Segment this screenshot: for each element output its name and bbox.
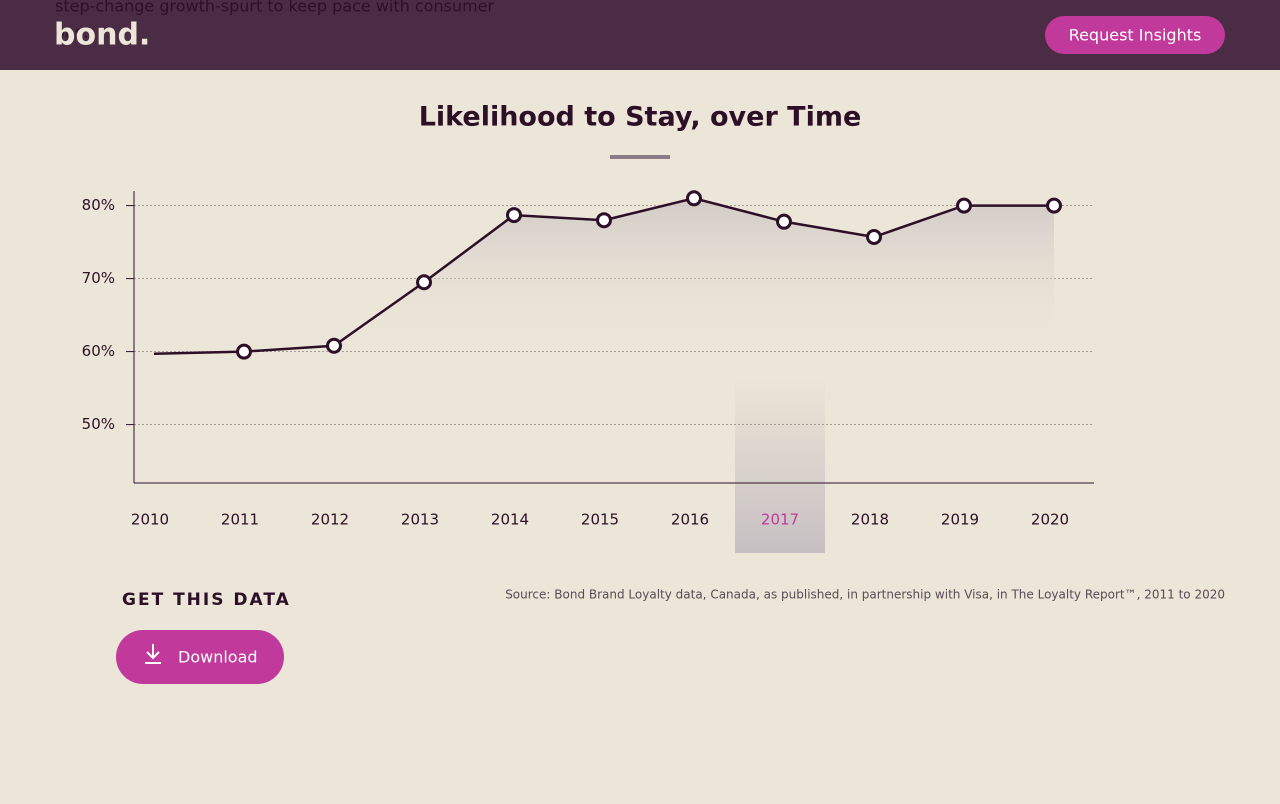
x-tick-label: 2019	[941, 511, 979, 529]
point	[866, 228, 882, 245]
y-tick-label: 60%	[82, 342, 115, 360]
point	[1046, 197, 1062, 214]
x-tick-label: 2013	[401, 511, 439, 529]
download-icon[interactable]	[145, 644, 161, 664]
point	[506, 207, 522, 224]
y-tick-label: 50%	[82, 415, 115, 433]
highlight-column	[735, 375, 825, 553]
point	[956, 197, 972, 214]
intro-text: step-change growth-spurt to keep pace wi…	[55, 0, 494, 16]
x-tick-label: 2020	[1031, 511, 1069, 529]
cta-label[interactable]: Request Insights	[1069, 26, 1202, 45]
y-tick-label: 70%	[82, 269, 115, 287]
title-rule	[610, 155, 670, 159]
get-data-heading: GET THIS DATA	[122, 590, 291, 610]
point	[326, 337, 342, 354]
x-tick-label: 2017	[761, 511, 799, 529]
x-tick-label: 2018	[851, 511, 889, 529]
y-tick-label: 80%	[82, 196, 115, 214]
point	[416, 274, 432, 291]
point	[596, 212, 612, 229]
point	[686, 190, 702, 207]
cta-button[interactable]	[1045, 16, 1225, 54]
download-button[interactable]	[116, 630, 284, 684]
x-tick-label: 2011	[221, 511, 259, 529]
point	[236, 343, 252, 360]
chart: 50% 60% 70% 80% 2010 2011 2012 2013 2014 2015 2016…	[82, 190, 1094, 553]
download-label[interactable]: Download	[178, 648, 258, 667]
x-tick-label: 2012	[311, 511, 349, 529]
chart-title: Likelihood to Stay, over Time	[419, 102, 862, 133]
point	[776, 213, 792, 230]
x-tick-label: 2015	[581, 511, 619, 529]
x-tick-label: 2010	[131, 511, 169, 529]
x-tick-label: 2016	[671, 511, 709, 529]
source-note: Source: Bond Brand Loyalty data, Canada,…	[505, 588, 1225, 602]
intro-text: ons.	[55, 23, 88, 42]
logo[interactable]: bond.	[54, 18, 150, 53]
x-tick-label: 2014	[491, 511, 529, 529]
